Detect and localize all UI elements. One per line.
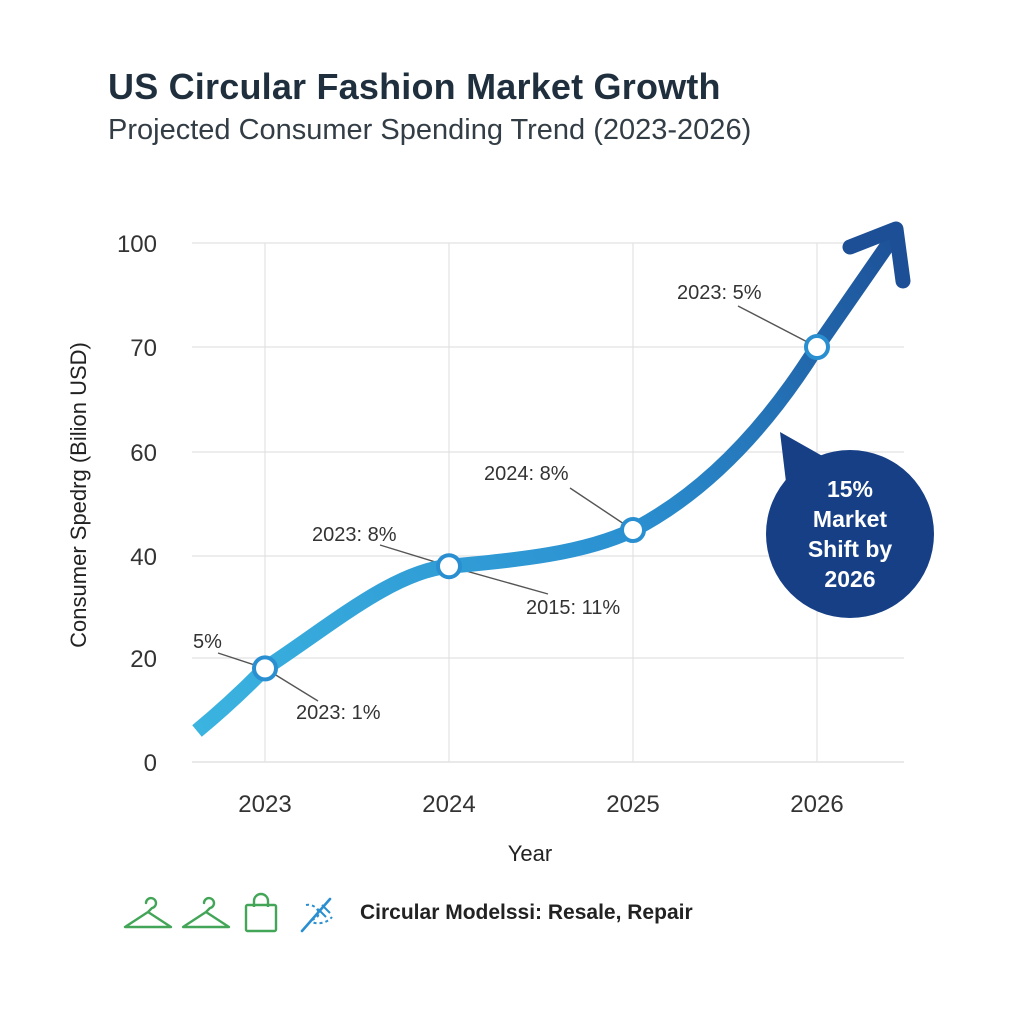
callout-line-2: Market [813,506,887,532]
trend-arrow-head [842,221,911,289]
x-axis-title: Year [508,841,552,866]
sewing-needle-icon [294,891,350,935]
annotation-label: 2023: 8% [312,524,397,546]
annotations: 5% 2023: 1% 2023: 8% 2015: 11% 2024: 8% 2023:… [193,282,762,724]
annotation-label: 2015: 11% [526,597,620,619]
circular-models-label: Circular Modelssi: Resale, Repair [360,901,693,924]
y-tick-label: 0 [144,750,157,777]
chart-title: US Circular Fashion Market Growth [108,66,721,107]
annotation-label: 2024: 8% [484,463,569,485]
annotation-label: 2023: 5% [677,282,762,304]
hanger-icon [120,891,176,935]
data-point [620,517,646,543]
shopping-bag-icon [236,891,292,935]
y-tick-label: 60 [130,440,157,467]
circular-models-legend: Circular Modelssi: Resale, Repair [120,890,693,936]
data-point [804,334,830,360]
x-axis-ticks: 2023 2024 2025 2026 [238,791,843,818]
data-point [436,553,462,580]
x-tick-label: 2025 [606,791,659,818]
callout-line-3: Shift by [808,536,893,562]
chart-subtitle: Projected Consumer Spending Trend (2023-… [108,114,752,146]
data-points [252,334,830,682]
y-tick-label: 70 [130,335,157,362]
annotation-label: 5% [193,631,222,653]
y-axis-title: Consumer Spedrg (Bilion USD) [66,342,91,648]
y-tick-label: 20 [130,646,157,673]
annotation-leaders [217,305,818,702]
hanger-icon [178,891,234,935]
callout-line-4: 2026 [824,566,875,592]
x-tick-label: 2024 [422,791,475,818]
annotation-label: 2023: 1% [296,702,381,724]
x-tick-label: 2023 [238,791,291,818]
market-shift-callout: 15% Market Shift by 2026 [766,432,934,618]
callout-line-1: 15% [827,476,873,502]
annotation-leader [737,305,818,348]
y-tick-label: 100 [117,231,157,258]
x-tick-label: 2026 [790,791,843,818]
y-tick-label: 40 [130,544,157,571]
y-axis-ticks: 0 20 40 60 70 100 [117,231,157,777]
data-point [252,655,278,682]
